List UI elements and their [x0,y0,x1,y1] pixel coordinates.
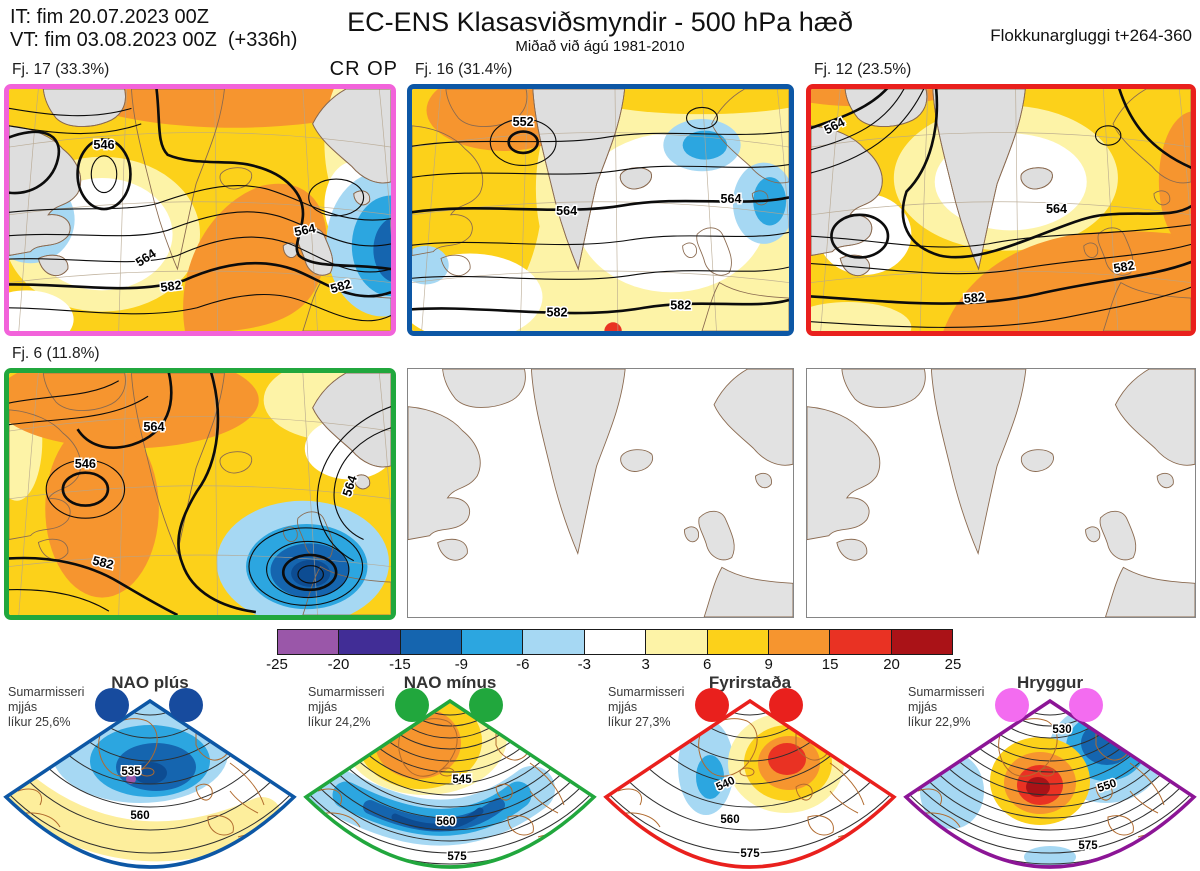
cluster-6-label: Fj. 6 (11.8%) [12,345,100,362]
anomaly-colorbar [277,629,953,655]
colorbar-tick: 3 [641,656,650,673]
colorbar-cell [278,630,339,654]
cluster-6-map-panel: 546 564 582 564 [4,368,396,620]
empty-map-panel-2 [806,368,1196,618]
contour-label: 552 [513,115,534,129]
cluster-12-map-panel: 564 564 582 582 [806,84,1196,336]
contour-label: 582 [160,278,183,295]
contour-label: 582 [670,299,691,313]
colorbar-tick: -6 [516,656,530,673]
contour-label: 530 [1052,724,1071,736]
valid-time-label: VT: fim 03.08.2023 00Z (+336h) [10,29,298,51]
colorbar-tick: 25 [944,656,962,673]
colorbar-tick-labels: -25 -20 -15 -9 -6 -3 3 6 9 15 20 25 [266,656,961,676]
contour-label: 546 [93,138,114,152]
contour-label: 582 [547,305,568,319]
colorbar-cell [461,630,523,654]
scenario-likelihood: Sumarmisseri mjjás líkur 24,2% [308,685,385,729]
scenario-likelihood: Sumarmisseri mjjás líkur 22,9% [908,685,985,729]
colorbar-cell [890,630,952,654]
hryggur-map: 530 550 575 [904,688,1196,869]
colorbar-tick: -9 [454,656,469,673]
contour-label: 564 [293,221,317,239]
contour-label: 582 [91,553,115,572]
colorbar-tick: 9 [764,656,773,673]
contour-label: 575 [740,848,760,860]
empty-map-1 [408,369,793,617]
cluster-dot [1069,688,1103,722]
scenario-hryggur: Hryggur Sumarmisseri mjjás líkur 22,9% 530… [900,672,1200,871]
contour-label: 564 [1046,202,1067,216]
scenario-likelihood: Sumarmisseri mjjás líkur 27,3% [608,685,685,729]
colorbar-cell [522,630,584,654]
colorbar-cell [706,630,768,654]
nao-minus-map: 545 560 575 [304,688,596,869]
contour-label: 560 [130,810,149,822]
colorbar-cell [645,630,707,654]
colorbar-cell [399,630,462,654]
cluster-dot [695,688,729,722]
init-time-label: IT: fim 20.07.2023 00Z [10,6,210,28]
cluster-17-label: Fj. 17 (33.3%) [12,61,110,78]
colorbar-cell [338,630,400,654]
contour-label: 535 [121,766,141,778]
empty-map-panel-1 [407,368,794,618]
contour-label: 564 [556,204,577,218]
scenario-likelihood: Sumarmisseri mjjás líkur 25,6% [8,685,85,729]
scenario-nao-plus: NAO plús Sumarmisseri mjjás líkur 25,6% 53… [0,672,300,871]
scenario-title: NAO plús [111,673,189,692]
cluster-12-label: Fj. 12 (23.5%) [814,61,912,78]
cluster-16-map-panel: 552 564 564 582 582 [407,84,794,336]
page-title: EC-ENS Klasasviðsmyndir - 500 hPa hæð [347,7,853,37]
cluster-17-map-panel: 546 564 582 564 582 [4,84,396,336]
contour-label: 582 [1112,258,1135,275]
colorbar-tick: -15 [389,656,411,673]
scenario-fyrirstada: Fyrirstaða Sumarmisseri mjjás líkur 27,3% … [600,672,900,871]
scenario-nao-minus: NAO mínus Sumarmisseri mjjás líkur 24,2% 5… [300,672,600,871]
cluster-dot [995,688,1029,722]
cluster-dot [169,688,203,722]
cluster-dot [395,688,429,722]
cr-op-tag: CR OP [329,58,398,80]
contour-label: 546 [75,457,96,471]
colorbar-tick: 20 [883,656,900,673]
contour-label: 575 [447,851,467,863]
contour-label: 564 [721,192,742,206]
cluster-dot [95,688,129,722]
colorbar-tick: -20 [327,656,350,673]
fyrirstada-map: 540 560 575 [604,688,896,869]
nao-plus-map: 535 560 [4,688,296,869]
colorbar-cell [829,630,891,654]
colorbar-cell [583,630,646,654]
page-subtitle: Miðað við ágú 1981-2010 [515,38,685,55]
cluster-17-map: 546 564 582 564 582 [9,89,391,331]
colorbar-tick: 6 [703,656,712,673]
cluster-12-map: 564 564 582 582 [811,89,1191,331]
contour-label: 560 [436,816,455,828]
empty-map-2 [807,369,1195,617]
cluster-dot [769,688,803,722]
colorbar-tick: -3 [577,656,591,673]
contour-label: 575 [1078,840,1098,852]
colorbar-tick: 15 [821,656,839,673]
cluster-6-map: 546 564 582 564 [9,373,391,615]
contour-label: 582 [963,290,985,306]
scenario-title: Hryggur [1016,673,1084,692]
colorbar-tick: -25 [266,656,288,673]
cluster-16-map: 552 564 564 582 582 [412,89,789,331]
cluster-dot [469,688,503,722]
scenario-title: NAO mínus [403,673,497,692]
scenario-title: Fyrirstaða [708,673,792,692]
classification-window-label: Flokkunargluggi t+264-360 [990,26,1192,45]
contour-label: 560 [720,814,739,826]
contour-label: 564 [143,420,164,434]
colorbar-cell [767,630,830,654]
cluster-16-label: Fj. 16 (31.4%) [415,61,513,78]
contour-label: 545 [452,774,472,786]
